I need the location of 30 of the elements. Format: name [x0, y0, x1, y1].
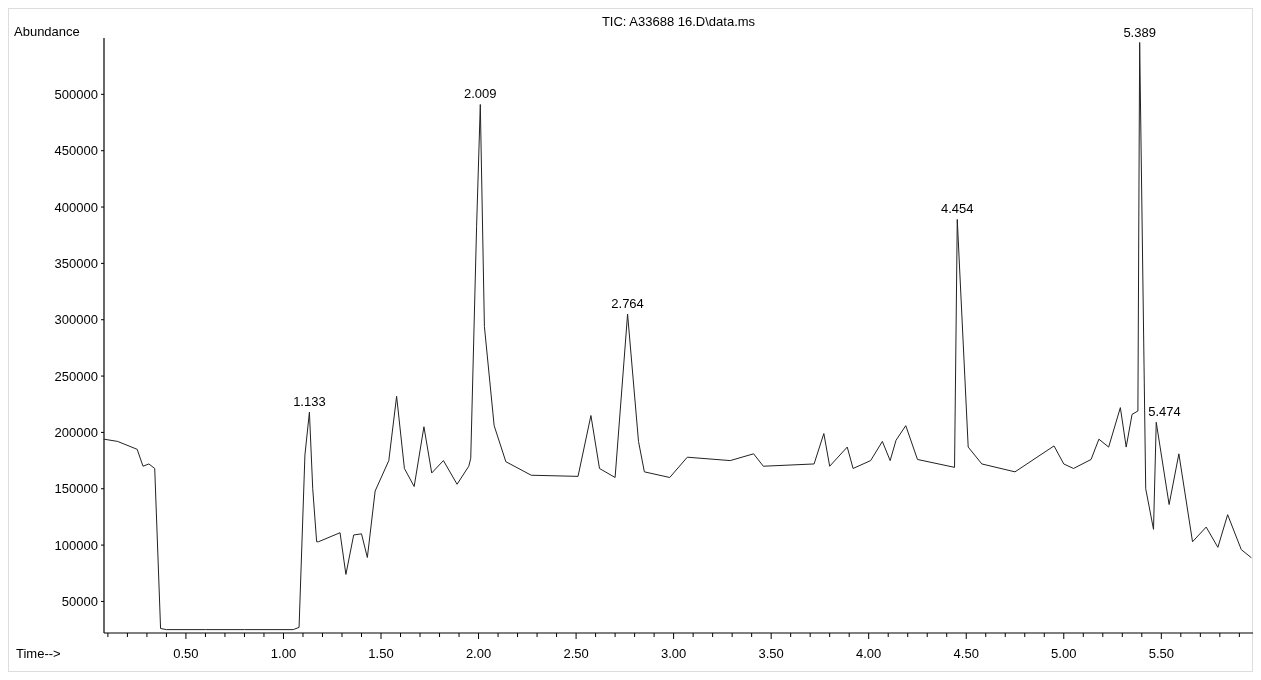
y-tick-label: 350000	[54, 255, 98, 271]
x-tick-label: 1.50	[368, 646, 394, 661]
x-tick-label: 0.50	[173, 646, 199, 661]
y-tick-label: 100000	[54, 537, 98, 553]
x-tick-label: 4.50	[953, 646, 979, 661]
x-tick-label: 3.50	[758, 646, 784, 661]
x-tick-label: 3.00	[660, 646, 687, 661]
y-tick-label: 300000	[54, 312, 98, 328]
y-tick-label: 400000	[54, 199, 98, 215]
y-tick-label: 500000	[54, 86, 98, 102]
annotation: 2.009	[464, 86, 497, 102]
annotation: 4.454	[940, 201, 974, 217]
y-tick-label: 200000	[54, 424, 98, 440]
annotation: 5.389	[1123, 24, 1156, 40]
y-tick-label: 150000	[54, 481, 98, 497]
x-tick-label: 5.50	[1148, 646, 1174, 661]
x-axis-title: Time-->	[16, 646, 61, 661]
x-tick-label: 5.00	[1051, 646, 1077, 661]
y-tick-label: 50000	[61, 594, 98, 609]
x-tick-label: 1.00	[270, 646, 297, 661]
annotation: 2.764	[611, 296, 644, 312]
annotation: 5.474	[1148, 404, 1181, 420]
y-axis-title: Abundance	[14, 24, 80, 39]
annotation: 1.133	[293, 394, 326, 410]
x-tick-label: 4.00	[856, 646, 882, 661]
chart-title: TIC: A33688 16.D\data.ms	[601, 14, 756, 29]
y-tick-label: 450000	[54, 143, 98, 159]
x-tick-label: 2.00	[465, 646, 492, 661]
x-tick-label: 2.50	[563, 646, 589, 661]
y-tick-label: 250000	[54, 368, 98, 384]
